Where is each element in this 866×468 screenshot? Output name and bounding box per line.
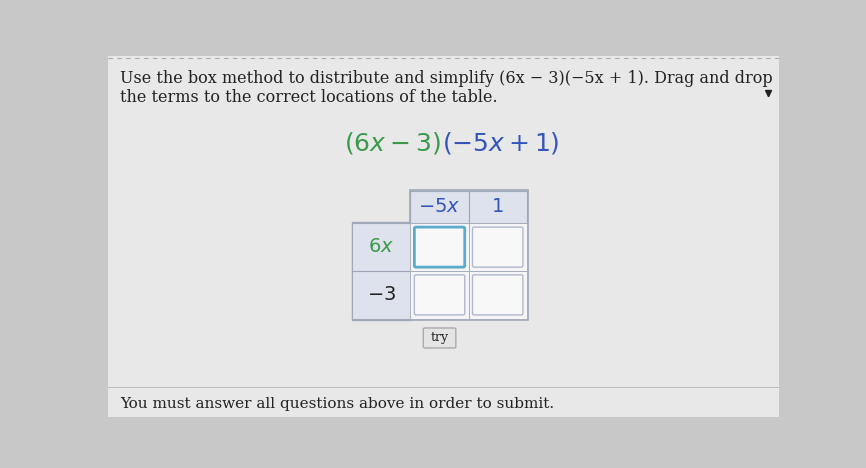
Bar <box>469 271 527 319</box>
FancyBboxPatch shape <box>473 227 523 267</box>
Text: You must answer all questions above in order to submit.: You must answer all questions above in o… <box>120 396 554 410</box>
Bar <box>469 223 527 271</box>
FancyBboxPatch shape <box>473 275 523 315</box>
Text: $(-5x+1)$: $(-5x+1)$ <box>443 130 560 156</box>
Text: $1$: $1$ <box>491 198 504 216</box>
Text: $−5x$: $−5x$ <box>418 198 461 216</box>
Bar <box>410 191 469 223</box>
Text: $6x$: $6x$ <box>368 238 395 256</box>
Bar <box>410 223 469 271</box>
Text: $−3$: $−3$ <box>367 286 396 304</box>
Bar <box>352 271 410 319</box>
Text: the terms to the correct locations of the table.: the terms to the correct locations of th… <box>120 88 497 105</box>
Text: Use the box method to distribute and simplify (6x − 3)(−5x + 1). Drag and drop: Use the box method to distribute and sim… <box>120 70 772 87</box>
FancyBboxPatch shape <box>423 328 456 348</box>
Bar <box>469 191 527 223</box>
FancyBboxPatch shape <box>410 190 527 320</box>
Bar <box>352 223 410 271</box>
Text: $(6x-3)$: $(6x-3)$ <box>344 130 441 156</box>
FancyBboxPatch shape <box>108 56 779 417</box>
FancyBboxPatch shape <box>414 227 465 267</box>
FancyBboxPatch shape <box>414 275 465 315</box>
FancyBboxPatch shape <box>352 222 411 320</box>
Bar <box>410 271 469 319</box>
Text: try: try <box>430 331 449 344</box>
